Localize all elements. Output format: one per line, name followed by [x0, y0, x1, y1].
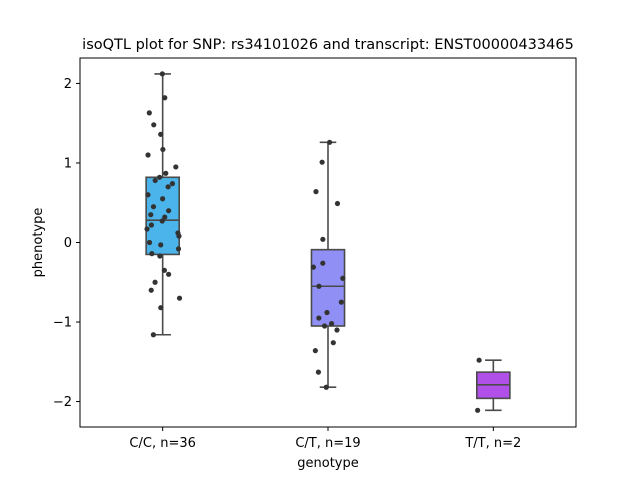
y-tick-label: 1: [64, 156, 72, 171]
data-point: [315, 369, 322, 375]
data-point: [169, 181, 176, 187]
data-point: [334, 327, 340, 333]
x-tick-label: C/T, n=19: [295, 436, 360, 451]
y-tick-label: 2: [64, 77, 72, 92]
data-point: [476, 357, 482, 363]
data-point: [328, 321, 335, 327]
data-point: [320, 260, 326, 266]
y-axis-label: phenotype: [31, 208, 46, 278]
points-2: [310, 139, 346, 390]
x-tick-label: T/T, n=2: [464, 436, 521, 451]
x-axis-label: genotype: [297, 456, 358, 471]
data-point: [150, 332, 156, 338]
data-point: [151, 122, 157, 128]
data-point: [144, 226, 150, 232]
chart-title: isoQTL plot for SNP: rs34101026 and tran…: [82, 37, 574, 53]
x-axis: C/C, n=36 C/T, n=19 T/T, n=2: [129, 427, 521, 451]
data-point: [166, 271, 172, 277]
data-point: [150, 204, 157, 210]
data-point: [330, 340, 336, 346]
y-tick-label: −2: [53, 395, 72, 410]
data-point: [166, 208, 172, 214]
data-point: [152, 177, 158, 184]
y-tick-label: 0: [64, 236, 72, 251]
data-point: [313, 189, 319, 195]
data-point: [161, 267, 168, 273]
data-point: [475, 407, 481, 413]
data-point: [165, 184, 171, 190]
data-point: [160, 146, 166, 153]
data-point: [310, 264, 317, 270]
data-point: [157, 253, 163, 259]
data-point: [338, 299, 344, 305]
plot-area: [144, 71, 511, 413]
points-3: [475, 357, 482, 413]
data-point: [324, 309, 330, 316]
x-tick-label: C/C, n=36: [129, 436, 195, 451]
data-point: [323, 384, 329, 390]
data-point: [148, 212, 154, 218]
data-point: [156, 174, 163, 180]
data-point: [163, 170, 169, 176]
data-point: [176, 233, 182, 239]
data-point: [340, 275, 346, 281]
data-point: [159, 218, 165, 224]
data-point: [321, 323, 328, 329]
data-point: [158, 242, 164, 248]
box-3: [475, 359, 511, 412]
data-point: [175, 246, 182, 252]
data-point: [312, 348, 318, 354]
data-point: [327, 139, 333, 145]
data-point: [145, 192, 151, 198]
data-point: [152, 279, 158, 285]
data-point: [316, 315, 322, 321]
data-point: [158, 305, 164, 311]
data-point: [146, 239, 153, 246]
data-point: [176, 295, 183, 301]
data-point: [173, 164, 179, 170]
data-point: [316, 283, 322, 289]
data-point: [162, 214, 168, 220]
data-point: [334, 200, 341, 207]
data-point: [319, 159, 325, 165]
data-point: [158, 131, 164, 137]
data-point: [159, 71, 165, 77]
data-point: [148, 222, 155, 228]
points-1: [144, 71, 183, 338]
data-point: [146, 110, 152, 116]
data-point: [160, 196, 166, 202]
y-tick-label: −1: [53, 316, 72, 331]
y-axis: −2 −1 0 1 2: [53, 77, 80, 410]
data-point: [320, 236, 326, 242]
data-point: [148, 287, 154, 293]
data-point: [149, 251, 155, 257]
data-point: [145, 152, 151, 158]
data-point: [162, 95, 168, 101]
